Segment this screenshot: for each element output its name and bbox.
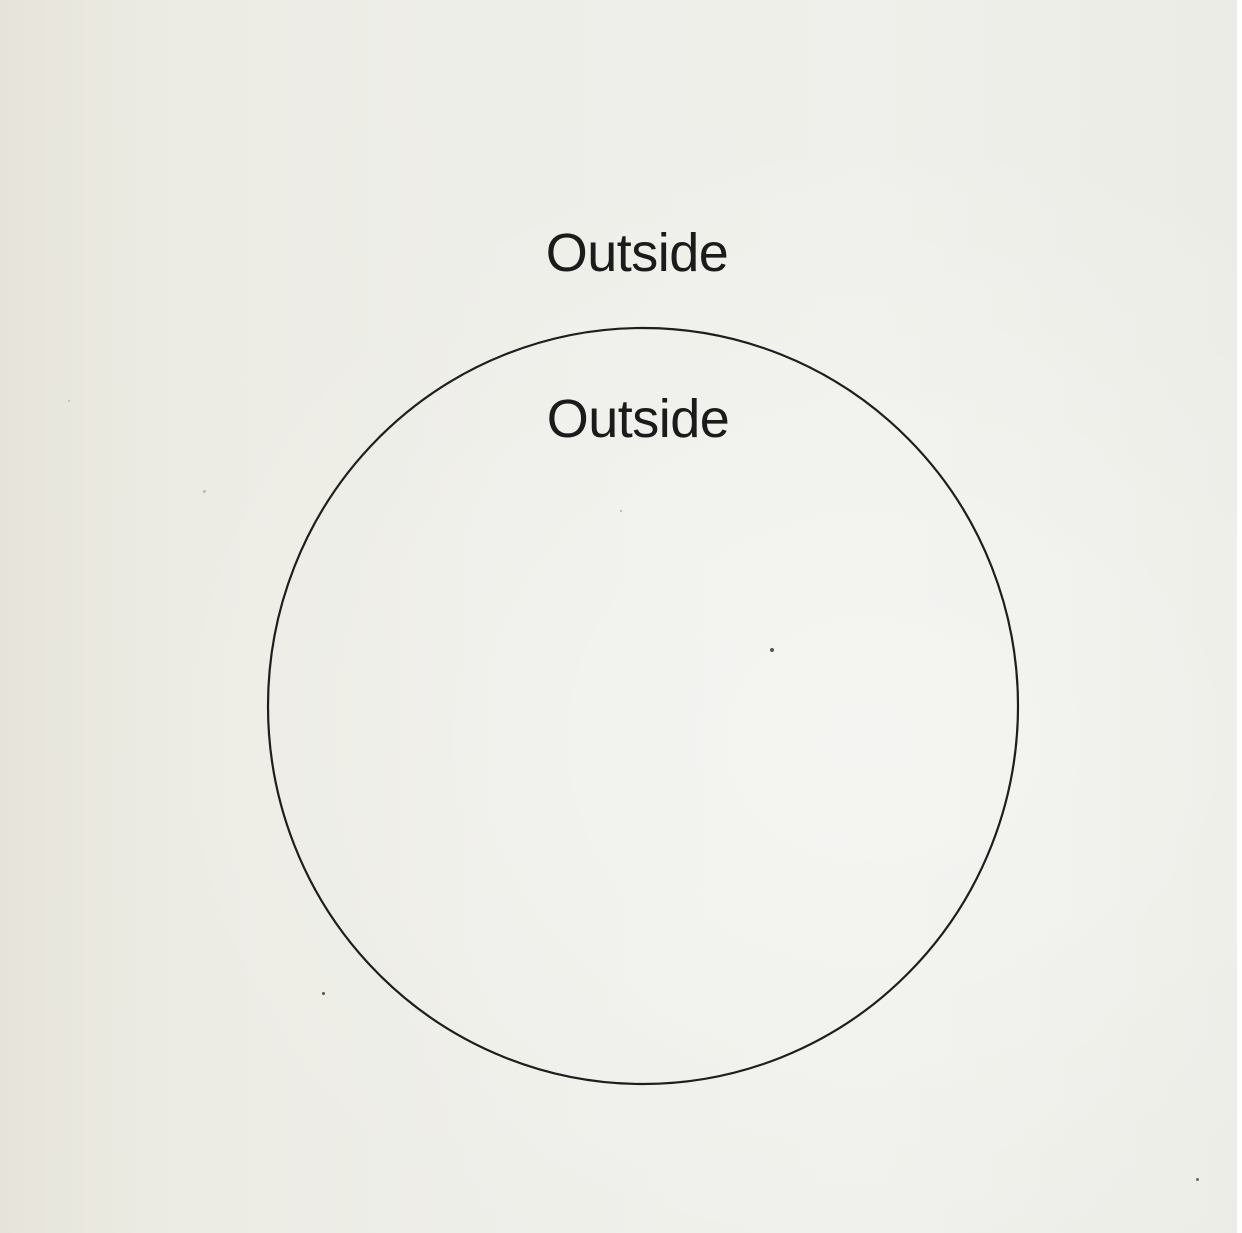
paper-speck xyxy=(68,400,70,402)
paper-speck xyxy=(203,490,206,493)
page-edge xyxy=(1237,0,1242,1233)
paper-speck xyxy=(322,992,325,995)
outside-label-inside-circle: Outside xyxy=(546,389,730,449)
paper-speck xyxy=(1196,1178,1199,1181)
boundary-circle xyxy=(266,326,1020,1086)
outside-label-top: Outside xyxy=(545,223,729,283)
paper-speck xyxy=(620,510,622,512)
paper-speck xyxy=(770,648,774,652)
